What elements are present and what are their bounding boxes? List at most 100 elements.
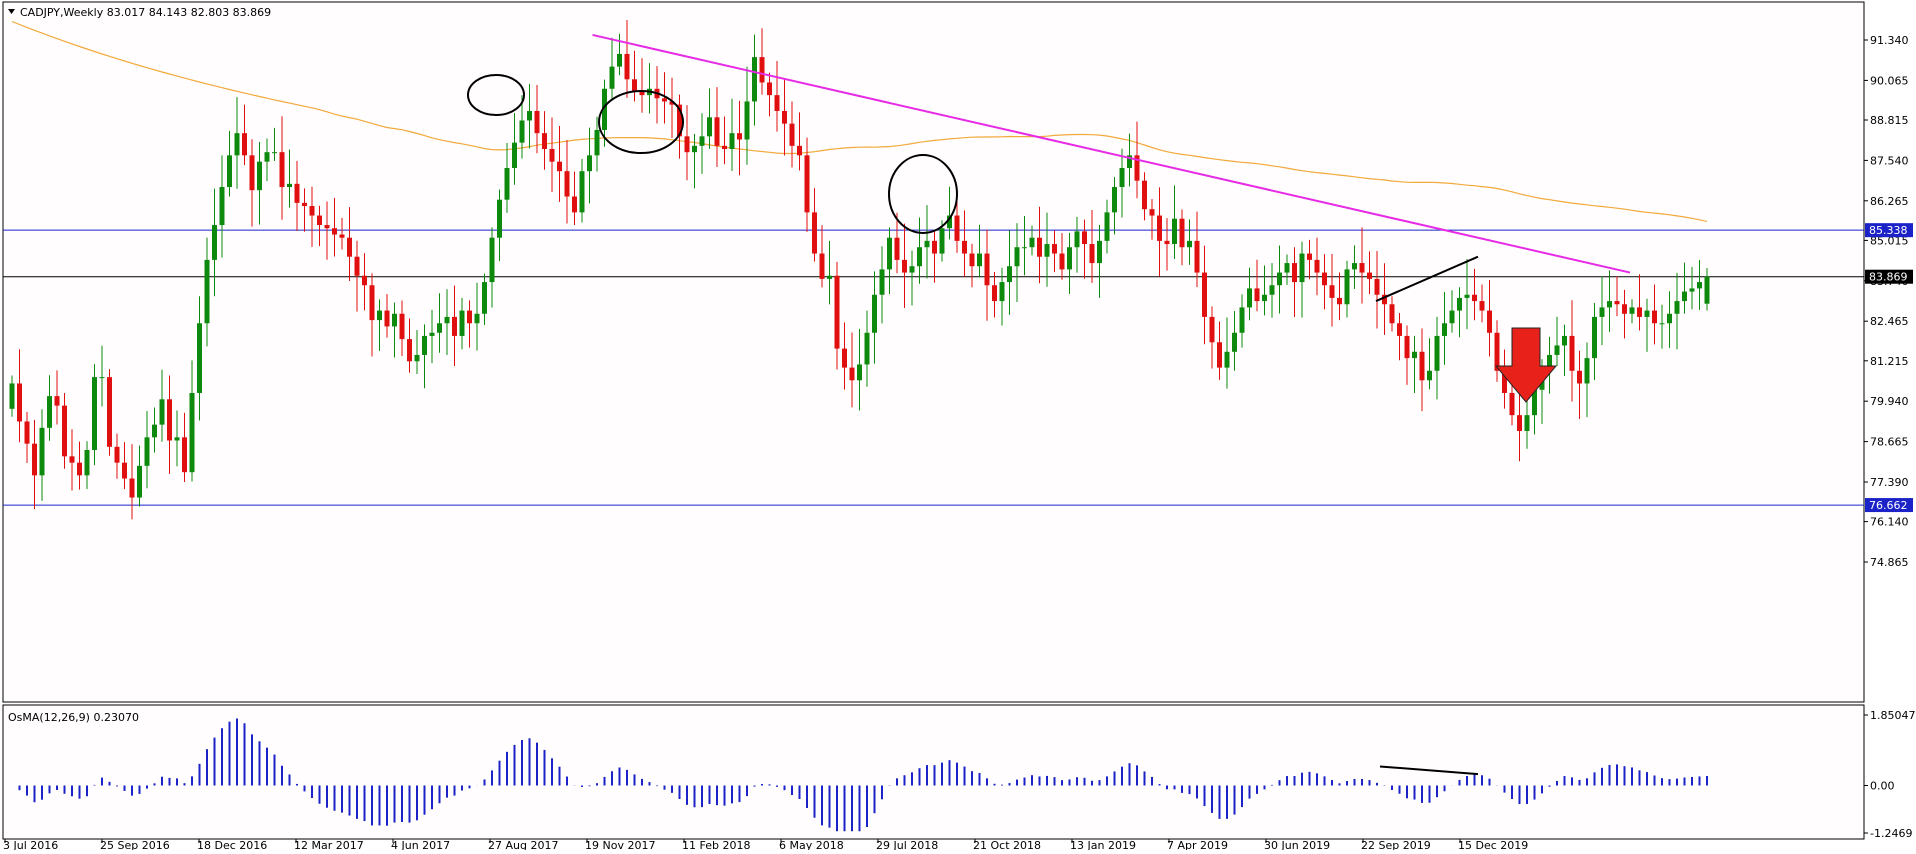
candle[interactable] [977, 224, 982, 278]
candle[interactable] [1524, 393, 1530, 449]
price-pane[interactable] [2, 1, 1865, 703]
candle[interactable] [1697, 259, 1702, 310]
candle[interactable] [422, 324, 427, 389]
candle[interactable] [894, 212, 900, 274]
moving-average-line[interactable] [11, 20, 1708, 222]
candle[interactable] [107, 369, 112, 456]
candle[interactable] [1487, 280, 1492, 357]
candle[interactable] [879, 246, 885, 324]
candle[interactable] [47, 375, 52, 441]
candle[interactable] [954, 198, 960, 253]
candle[interactable] [159, 369, 165, 442]
candle[interactable] [1224, 317, 1230, 389]
candle[interactable] [1014, 223, 1020, 303]
candle[interactable] [819, 225, 825, 288]
candle[interactable] [272, 127, 277, 161]
candle[interactable] [1644, 298, 1650, 352]
candle[interactable] [497, 189, 502, 262]
candle[interactable] [1232, 311, 1237, 371]
candle[interactable] [1389, 296, 1395, 332]
candle[interactable] [789, 101, 795, 168]
candle[interactable] [864, 310, 870, 387]
candle[interactable] [444, 289, 450, 355]
candle[interactable] [1164, 218, 1170, 271]
candle[interactable] [902, 223, 907, 309]
candle[interactable] [1704, 268, 1710, 311]
candle[interactable] [1652, 284, 1657, 345]
candle[interactable] [324, 201, 330, 260]
candle[interactable] [1584, 342, 1590, 418]
candle[interactable] [677, 94, 682, 159]
candle[interactable] [1502, 349, 1507, 409]
candle[interactable] [384, 294, 390, 338]
candle[interactable] [744, 66, 750, 165]
candle[interactable] [1172, 185, 1177, 260]
candle[interactable] [54, 370, 60, 425]
candle[interactable] [1367, 251, 1372, 295]
candle[interactable] [1022, 216, 1027, 276]
candle[interactable] [639, 58, 645, 113]
candle[interactable] [294, 160, 300, 231]
candle[interactable] [999, 267, 1005, 326]
candle[interactable] [452, 285, 457, 366]
candle[interactable] [849, 332, 855, 408]
candle[interactable] [827, 240, 832, 305]
candle[interactable] [699, 113, 705, 174]
candle[interactable] [737, 100, 742, 176]
candle[interactable] [287, 149, 292, 208]
candle[interactable] [797, 112, 802, 171]
candle[interactable] [1352, 245, 1357, 290]
candle[interactable] [1239, 294, 1245, 348]
candle[interactable] [572, 171, 577, 225]
candle[interactable] [1202, 245, 1207, 345]
candle[interactable] [969, 243, 975, 288]
circle-annotation[interactable] [598, 90, 684, 154]
candle[interactable] [669, 77, 675, 138]
candle[interactable] [227, 130, 232, 197]
candle[interactable] [917, 217, 922, 284]
candle[interactable] [924, 205, 930, 279]
candle[interactable] [1554, 316, 1560, 367]
candle[interactable] [414, 330, 420, 374]
candle[interactable] [1682, 262, 1687, 314]
candle[interactable] [1074, 216, 1080, 273]
candle[interactable] [1667, 291, 1672, 348]
candle[interactable] [1119, 148, 1125, 218]
candle[interactable] [519, 95, 525, 159]
candle[interactable] [1464, 259, 1470, 330]
candle[interactable] [587, 127, 592, 204]
candle[interactable] [144, 411, 150, 489]
candle[interactable] [1674, 272, 1680, 350]
candle[interactable] [1127, 133, 1132, 187]
candle[interactable] [99, 345, 105, 407]
candle[interactable] [212, 188, 217, 297]
candle[interactable] [1517, 383, 1522, 462]
candle[interactable] [1209, 306, 1215, 369]
candle[interactable] [129, 444, 135, 520]
candle[interactable] [1397, 312, 1402, 361]
candle[interactable] [317, 205, 322, 247]
candle[interactable] [429, 309, 435, 364]
candle[interactable] [527, 83, 532, 149]
candle[interactable] [197, 296, 202, 421]
candle[interactable] [1614, 276, 1620, 317]
candle[interactable] [1142, 172, 1147, 221]
candle[interactable] [17, 349, 22, 443]
candle[interactable] [1337, 272, 1342, 321]
candle[interactable] [1622, 289, 1627, 339]
candle[interactable] [602, 79, 607, 147]
candle[interactable] [767, 72, 772, 117]
candle[interactable] [857, 328, 862, 411]
candle[interactable] [39, 409, 45, 501]
candle[interactable] [722, 116, 727, 165]
candle[interactable] [1577, 350, 1582, 420]
candle[interactable] [1592, 302, 1597, 381]
candle[interactable] [69, 429, 75, 491]
candle[interactable] [1359, 227, 1365, 304]
candle[interactable] [1472, 268, 1477, 321]
candle[interactable] [474, 282, 480, 351]
candle[interactable] [1157, 187, 1162, 277]
candle[interactable] [467, 300, 472, 348]
candle[interactable] [1374, 250, 1380, 329]
candle[interactable] [1187, 219, 1192, 265]
